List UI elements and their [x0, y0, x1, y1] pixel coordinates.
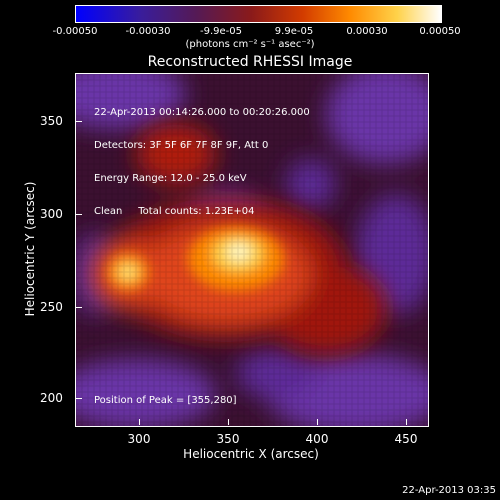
colorbar-tick: -9.9e-05	[200, 26, 242, 37]
pixel-grid	[76, 74, 428, 426]
x-tick-label: 350	[216, 432, 240, 446]
rhessi-image-svg	[76, 74, 428, 426]
rhessi-image	[75, 73, 429, 427]
colorbar	[75, 5, 442, 23]
peak-position: Position of Peak = [355,280]	[94, 395, 237, 406]
timestamp: 22-Apr-2013 03:35	[402, 485, 496, 496]
colorbar-tick: -0.00050	[52, 26, 98, 37]
info-detectors: Detectors: 3F 5F 6F 7F 8F 9F, Att 0	[94, 140, 269, 151]
info-energy-range: Energy Range: 12.0 - 25.0 keV	[94, 173, 247, 184]
y-axis-label: Heliocentric Y (arcsec)	[23, 181, 37, 317]
y-tick-label: 250	[40, 300, 63, 314]
colorbar-tick: 0.00050	[419, 26, 461, 37]
info-time-range: 22-Apr-2013 00:14:26.000 to 00:20:26.000	[94, 107, 310, 118]
y-tick-label: 300	[40, 207, 63, 221]
info-counts: Clean Total counts: 1.23E+04	[94, 206, 255, 217]
x-axis-label: Heliocentric X (arcsec)	[183, 447, 319, 461]
info-block: 22-Apr-2013 00:14:26.000 to 00:20:26.000…	[94, 85, 310, 228]
x-tick-label: 400	[305, 432, 329, 446]
y-tick-label: 350	[40, 114, 63, 128]
colorbar-tick: 9.9e-05	[274, 26, 314, 37]
colorbar-tick: -0.00030	[125, 26, 171, 37]
y-tick-label: 200	[40, 391, 63, 405]
x-tick-label: 450	[394, 432, 418, 446]
plot-title: Reconstructed RHESSI Image	[147, 54, 353, 70]
colorbar-units: (photons cm⁻² s⁻¹ asec⁻²)	[185, 39, 315, 50]
x-tick-label: 300	[127, 432, 151, 446]
colorbar-tick: 0.00030	[346, 26, 388, 37]
